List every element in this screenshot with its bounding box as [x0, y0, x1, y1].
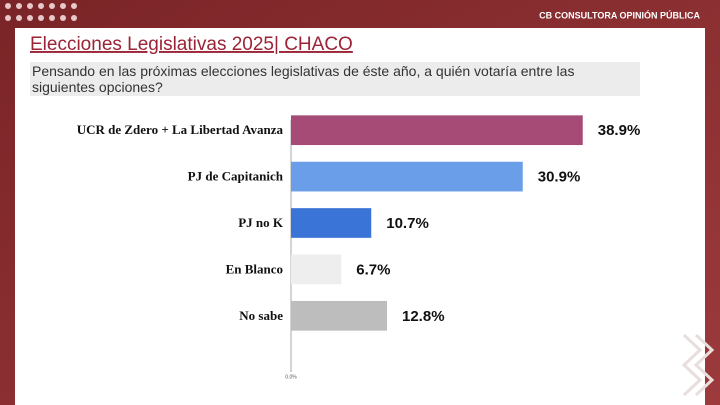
- value-label: 30.9%: [538, 169, 581, 186]
- value-label: 10.7%: [386, 215, 429, 232]
- dot-pattern: [5, 3, 77, 21]
- bar: [291, 161, 523, 192]
- chevrons: [681, 333, 715, 397]
- y-tick-label: UCR de Zdero + La Libertad Avanza: [77, 122, 284, 137]
- x-tick-label: 0.0%: [285, 374, 297, 380]
- y-tick-label: PJ no K: [238, 215, 284, 230]
- y-tick-label: En Blanco: [226, 261, 283, 276]
- value-label: 38.9%: [598, 122, 641, 139]
- subtitle-wrap: Pensando en las próximas elecciones legi…: [32, 63, 575, 95]
- bar: [291, 300, 387, 331]
- bar: [291, 254, 342, 285]
- bar: [291, 208, 372, 238]
- chart-subtitle: Pensando en las próximas elecciones legi…: [32, 63, 575, 95]
- value-label: 6.7%: [356, 261, 390, 278]
- value-label: 12.8%: [402, 308, 445, 325]
- plot: 0.0% UCR de Zdero + La Libertad Avanza 38.…: [77, 115, 641, 380]
- subtitle-box: [30, 62, 640, 96]
- bar: [291, 115, 583, 146]
- chart-title: Elecciones Legislativas 2025| CHACO: [30, 34, 353, 55]
- y-tick-label: PJ de Capitanich: [188, 169, 284, 184]
- y-tick-label: No sabe: [239, 308, 283, 323]
- brand: CB CONSULTORA OPINIÓN PÚBLICA: [539, 9, 700, 20]
